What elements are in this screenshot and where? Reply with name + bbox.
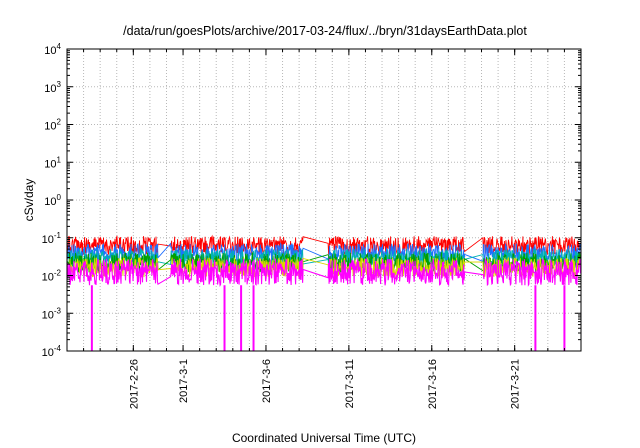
y-tick-label: 10-2	[42, 269, 62, 284]
x-tick-label: 2017-3-16	[427, 359, 439, 409]
y-tick-label: 10-4	[42, 344, 62, 359]
x-tick-label: 2017-3-21	[510, 359, 522, 409]
plot-area	[67, 234, 581, 351]
y-axis-label: cSv/day	[22, 179, 36, 222]
plot-frame	[66, 48, 582, 352]
x-tick-label: 2017-3-1	[178, 359, 190, 403]
chart-title: /data/run/goesPlots/archive/2017-03-24/f…	[123, 24, 527, 38]
x-tick-label: 2017-3-11	[344, 359, 356, 408]
x-axis-label: Coordinated Universal Time (UTC)	[232, 431, 416, 445]
y-tick-label: 103	[44, 80, 61, 95]
grid-lines	[67, 49, 581, 351]
y-tick-label: 101	[44, 155, 61, 170]
y-tick-label: 100	[44, 193, 61, 208]
y-tick-label: 102	[44, 118, 61, 133]
y-tick-label: 10-1	[42, 231, 62, 246]
x-tick-label: 2017-3-6	[261, 359, 273, 403]
y-tick-label: 10-3	[42, 306, 62, 321]
y-tick-label: 104	[44, 42, 61, 57]
axes: 10-4 10-3 10-2 10-1 100 101 102 103 104 2017-2-26…	[42, 42, 581, 409]
series-line	[67, 234, 581, 256]
x-tick-label: 2017-2-26	[128, 359, 140, 409]
series-line	[67, 258, 581, 287]
